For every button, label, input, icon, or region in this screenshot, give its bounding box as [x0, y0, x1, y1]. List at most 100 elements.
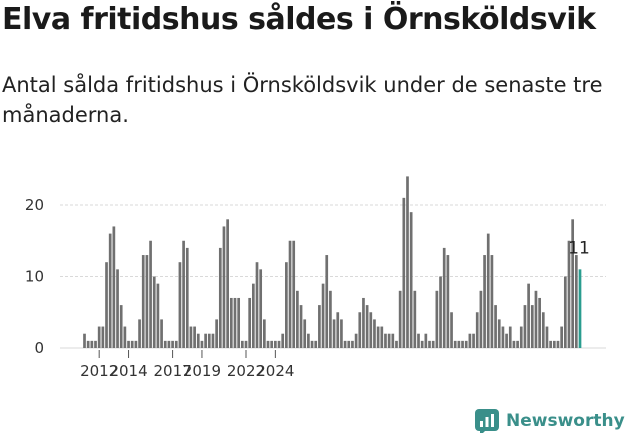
bar: [457, 340, 461, 348]
bar: [167, 340, 171, 348]
bar: [574, 255, 578, 348]
bar: [340, 319, 343, 348]
annotations: 11: [568, 238, 590, 258]
bar: [494, 305, 497, 348]
bar: [332, 319, 336, 348]
bar: [351, 340, 354, 348]
bar: [534, 290, 538, 348]
bar: [160, 319, 163, 348]
bar: [296, 290, 299, 348]
y-tick-label: 10: [25, 268, 44, 286]
bar: [486, 233, 490, 348]
bar: [523, 305, 527, 348]
bar: [475, 312, 479, 348]
bar: [369, 312, 373, 348]
bar: [325, 255, 329, 348]
bar: [545, 326, 549, 348]
bar: [222, 226, 226, 348]
bar: [285, 262, 288, 348]
bar: [138, 319, 141, 348]
bar: [549, 340, 552, 348]
bar: [123, 326, 127, 348]
bar: [97, 326, 101, 348]
bar: [251, 283, 255, 348]
bar: [483, 255, 486, 348]
bar: [174, 340, 178, 348]
bar: [226, 219, 229, 348]
last-value-label: 11: [568, 238, 590, 258]
bar: [108, 233, 112, 348]
bar: [163, 340, 167, 348]
bar: [218, 247, 222, 348]
bar: [571, 219, 575, 348]
bar: [439, 276, 442, 348]
bar: [428, 340, 431, 348]
bar: [83, 333, 86, 348]
brand-logo[interactable]: Newsworthy: [475, 409, 625, 433]
bar: [461, 340, 464, 348]
bar: [116, 269, 119, 348]
bar: [501, 326, 505, 348]
bar: [420, 340, 424, 348]
bar: [446, 255, 450, 348]
bar: [200, 340, 204, 348]
bar: [527, 283, 530, 348]
bar: [134, 340, 138, 348]
bar: [101, 326, 105, 348]
bar: [508, 326, 512, 348]
bar: [417, 333, 420, 348]
brand-name: Newsworthy: [506, 411, 625, 431]
bar: [310, 340, 314, 348]
chart-subtitle: Antal sålda fritidshus i Örnsköldsvik un…: [2, 73, 603, 127]
bar: [105, 262, 108, 348]
bar: [196, 333, 200, 348]
bar: [380, 326, 384, 348]
bar: [292, 240, 296, 348]
bar: [567, 240, 571, 348]
x-tick-label: 2012: [80, 362, 118, 380]
bar: [240, 340, 244, 348]
bar: [156, 283, 160, 348]
bar: [343, 340, 347, 348]
bar: [472, 333, 475, 348]
bar: [464, 340, 468, 348]
bar: [211, 333, 215, 348]
bar: [321, 283, 325, 348]
bar: [266, 340, 270, 348]
bar: [277, 340, 281, 348]
bar: [86, 340, 90, 348]
bar: [141, 255, 145, 348]
bar: [347, 340, 351, 348]
bar: [329, 290, 332, 348]
bar: [270, 340, 274, 348]
newsworthy-logo-icon: [475, 409, 499, 433]
bar: [391, 333, 395, 348]
bar: [130, 340, 134, 348]
x-tick-label: 2019: [183, 362, 221, 380]
x-tick-label: 2022: [227, 362, 265, 380]
bar: [178, 262, 182, 348]
y-tick-label: 20: [25, 196, 44, 214]
x-tick-label: 2024: [256, 362, 294, 380]
bar: [318, 305, 321, 348]
bar: [193, 326, 196, 348]
bar: [248, 297, 252, 348]
bar: [307, 333, 310, 348]
bar: [530, 305, 534, 348]
bar: [402, 197, 406, 348]
bar: [505, 333, 508, 348]
bar: [263, 319, 266, 348]
bar: [365, 305, 369, 348]
bar-latest: [578, 269, 582, 348]
bar: [182, 240, 185, 348]
bar: [358, 312, 362, 348]
bar: [274, 340, 277, 348]
bar: [149, 240, 152, 348]
bar: [354, 333, 358, 348]
bar: [237, 297, 241, 348]
bar: [538, 297, 541, 348]
bar: [424, 333, 428, 348]
bar: [519, 326, 523, 348]
